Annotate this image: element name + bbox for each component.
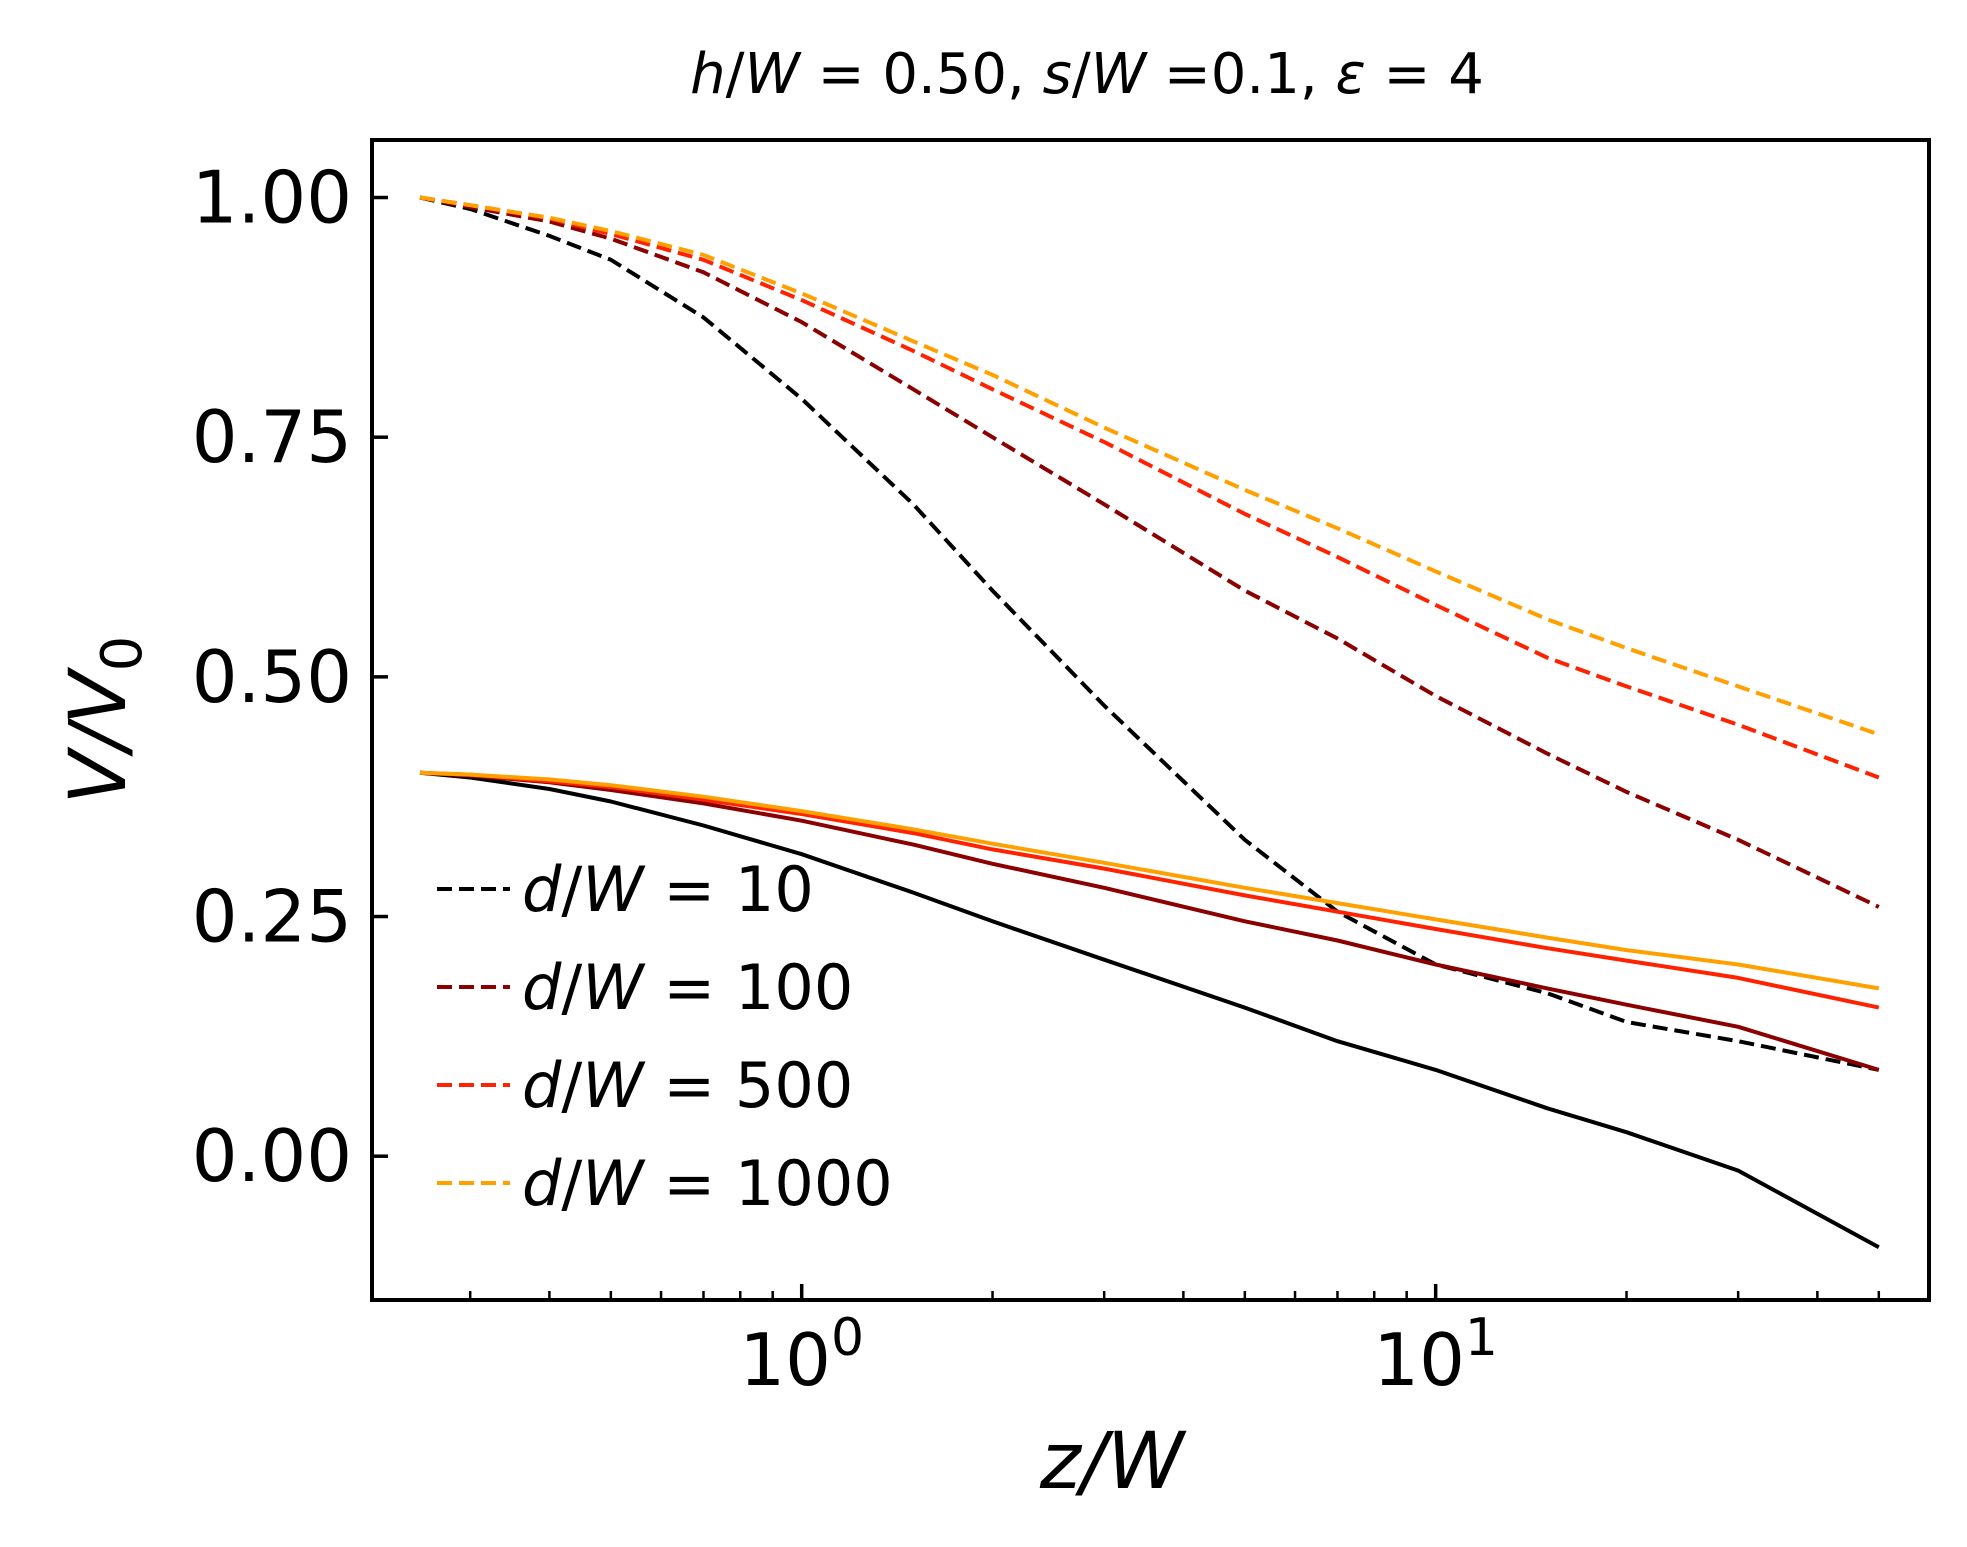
legend-slash: / <box>561 951 582 1024</box>
x-tick-base: 10 <box>739 1318 831 1402</box>
series-line-4-solid <box>419 770 1880 1250</box>
title-segment-4: s <box>1043 42 1072 107</box>
y-tick-label-0: 0.00 <box>192 1114 352 1198</box>
legend-slash: / <box>561 853 582 926</box>
legend-var: W <box>582 1147 646 1220</box>
title-segment-9: = 4 <box>1366 42 1484 107</box>
x-tick-label-0: 100 <box>739 1308 864 1402</box>
title-segment-0: h <box>690 42 726 107</box>
title-segment-2: W <box>744 42 802 107</box>
series-line-7-solid <box>419 770 1880 991</box>
title-segment-3: = 0.50, <box>800 42 1043 107</box>
legend-var: d <box>522 1147 562 1220</box>
y-tick-label-2: 0.50 <box>192 635 352 719</box>
x-axis: 100 101 <box>468 1284 1931 1402</box>
legend-var: W <box>582 1049 646 1122</box>
series-line-1-dashed <box>419 195 1880 909</box>
y-axis-label-subscript: 0 <box>90 636 155 672</box>
legend-label-1: d/W = 100 <box>522 951 853 1024</box>
chart-title: h/W = 0.50, s/W =0.1, ε = 4 <box>690 42 1484 107</box>
title-segment-7: =0.1, <box>1146 42 1335 107</box>
legend-value: = 1000 <box>644 1147 893 1220</box>
y-axis-label-main: V/V <box>54 667 144 805</box>
legend-slash: / <box>561 1049 582 1122</box>
legend-value: = 500 <box>644 1049 854 1122</box>
y-axis-label-group: V/V0 <box>54 636 155 805</box>
x-tick-base: 10 <box>1373 1318 1465 1402</box>
title-segment-6: W <box>1091 42 1149 107</box>
y-axis-label: V/V0 <box>54 636 155 805</box>
plot-frame <box>370 138 1931 1302</box>
legend-var: d <box>522 951 562 1024</box>
legend-label-0: d/W = 10 <box>522 853 814 926</box>
legend-var: d <box>522 1049 562 1122</box>
y-tick-label-4: 1.00 <box>192 156 352 240</box>
x-axis-label: z/W <box>1039 1417 1187 1507</box>
plot-series <box>419 195 1880 1250</box>
y-tick-label-3: 0.75 <box>192 395 352 479</box>
legend-var: W <box>582 853 646 926</box>
legend-value: = 100 <box>644 951 854 1024</box>
legend-value: = 10 <box>644 853 814 926</box>
title-segment-5: / <box>1072 42 1091 107</box>
series-line-0-dashed <box>419 195 1880 1072</box>
series-line-3-dashed <box>419 195 1880 737</box>
legend-slash: / <box>561 1147 582 1220</box>
title-segment-8: ε <box>1335 42 1365 107</box>
x-tick-exponent: 0 <box>831 1308 864 1368</box>
legend-label-3: d/W = 1000 <box>522 1147 893 1220</box>
x-tick-exponent: 1 <box>1465 1308 1498 1368</box>
legend-label-2: d/W = 500 <box>522 1049 853 1122</box>
title-segment-1: / <box>726 42 745 107</box>
x-tick-label-1: 101 <box>1373 1308 1498 1402</box>
y-axis: 0.00 0.25 0.50 0.75 1.00 <box>192 156 388 1198</box>
legend-var: W <box>582 951 646 1024</box>
legend-var: d <box>522 853 562 926</box>
y-tick-label-1: 0.25 <box>192 875 352 959</box>
